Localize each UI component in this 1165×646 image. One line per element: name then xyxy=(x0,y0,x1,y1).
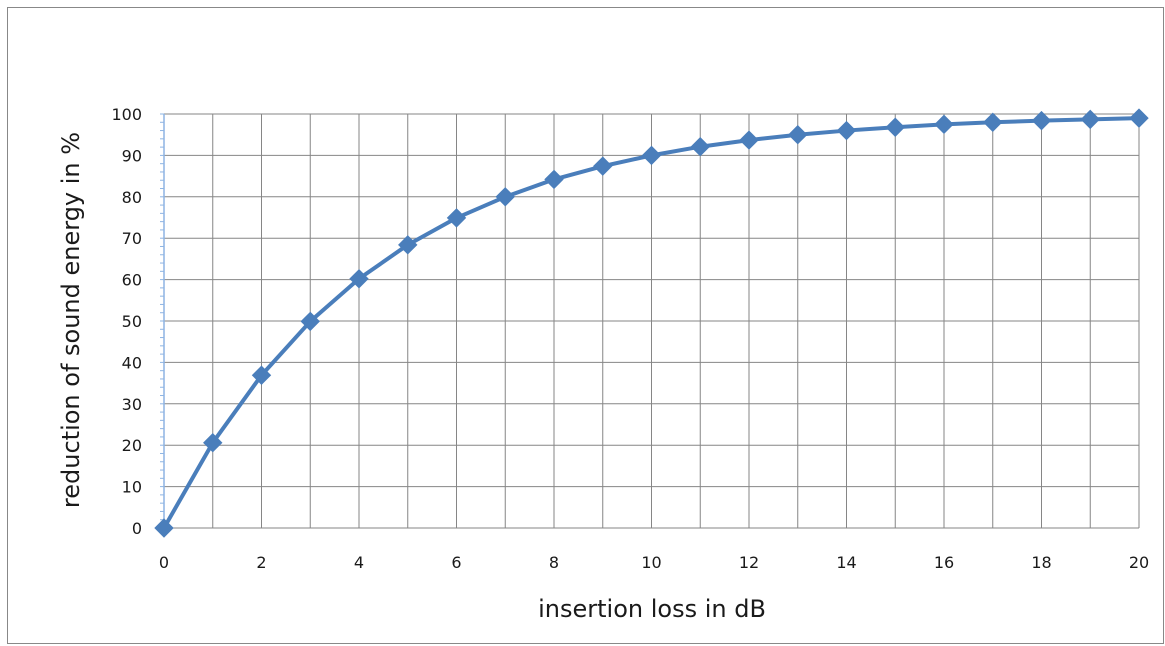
chart-border xyxy=(7,7,1164,644)
data-point-marker xyxy=(349,269,369,289)
axes xyxy=(160,113,1139,529)
x-tick-label: 4 xyxy=(354,553,364,572)
y-tick-label: 0 xyxy=(132,519,142,538)
x-tick-labels: 0 2 4 6 8 10 12 14 16 18 20 xyxy=(159,553,1149,572)
data-point-marker xyxy=(446,208,467,228)
data-point-marker xyxy=(739,130,759,150)
x-tick-label: 2 xyxy=(256,553,266,572)
x-tick-label: 10 xyxy=(641,553,661,572)
data-point-marker xyxy=(983,112,1003,132)
y-tick-label: 100 xyxy=(111,105,142,124)
x-tick-label: 14 xyxy=(836,553,856,572)
y-tick-label: 30 xyxy=(122,395,142,414)
data-point-marker xyxy=(1031,110,1052,131)
data-point-marker xyxy=(690,136,710,157)
x-tick-label: 0 xyxy=(159,553,169,572)
y-axis-title: reduction of sound energy in % xyxy=(57,132,85,508)
x-tick-label: 6 xyxy=(451,553,461,572)
data-point-marker xyxy=(251,365,272,385)
y-tick-label: 80 xyxy=(122,188,142,207)
x-tick-label: 12 xyxy=(739,553,759,572)
data-point-marker xyxy=(1080,109,1100,130)
data-point-marker xyxy=(934,114,954,135)
data-point-marker xyxy=(788,124,808,145)
y-tick-labels: 0 10 20 30 40 50 60 70 80 90 100 xyxy=(111,105,142,538)
data-point-marker xyxy=(398,235,418,255)
y-tick-label: 90 xyxy=(122,146,142,165)
gridlines xyxy=(164,113,1140,528)
data-point-marker xyxy=(495,187,515,207)
y-tick-label: 70 xyxy=(122,229,142,248)
y-tick-label: 40 xyxy=(122,353,142,372)
data-point-marker xyxy=(593,156,613,176)
x-axis-title: insertion loss in dB xyxy=(538,595,766,623)
data-point-marker xyxy=(836,120,857,141)
data-point-marker xyxy=(544,169,564,190)
y-tick-label: 10 xyxy=(122,478,142,497)
y-tick-label: 50 xyxy=(122,312,142,331)
x-tick-label: 8 xyxy=(549,553,559,572)
x-tick-label: 18 xyxy=(1031,553,1051,572)
data-point-marker xyxy=(154,518,174,538)
y-tick-label: 60 xyxy=(122,271,142,290)
x-tick-label: 20 xyxy=(1129,553,1149,572)
data-point-marker xyxy=(203,433,223,453)
series-layer xyxy=(154,108,1149,538)
data-point-marker xyxy=(885,117,905,137)
x-tick-label: 16 xyxy=(934,553,954,572)
data-point-marker xyxy=(300,311,320,332)
y-tick-label: 20 xyxy=(122,436,142,455)
data-point-marker xyxy=(641,145,662,166)
data-point-marker xyxy=(1129,108,1149,128)
